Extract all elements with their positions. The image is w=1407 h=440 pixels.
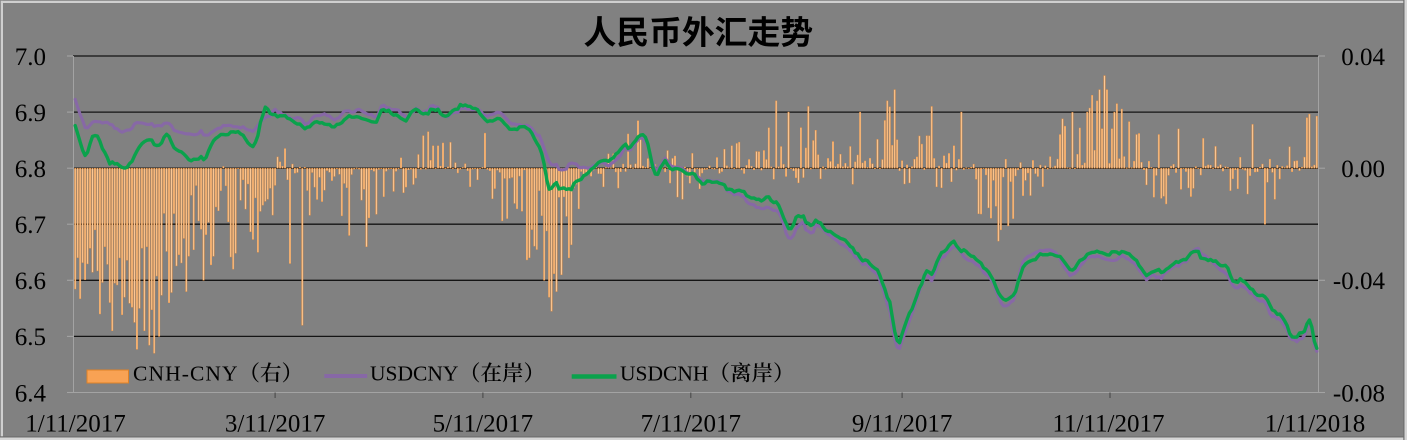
svg-text:7/11/2017: 7/11/2017 <box>641 411 741 438</box>
svg-text:6.9: 6.9 <box>15 100 46 127</box>
svg-text:9/11/2017: 9/11/2017 <box>852 411 952 438</box>
svg-text:USDCNY: USDCNY <box>370 362 458 386</box>
svg-text:6.6: 6.6 <box>15 268 46 295</box>
svg-text:0.00: 0.00 <box>1341 156 1385 183</box>
svg-text:6.5: 6.5 <box>15 324 46 351</box>
svg-text:6.8: 6.8 <box>15 156 46 183</box>
svg-text:USDCNH: USDCNH <box>620 362 708 386</box>
svg-text:0.04: 0.04 <box>1341 44 1385 71</box>
svg-text:1/11/2018: 1/11/2018 <box>1265 411 1365 438</box>
svg-text:-0.04: -0.04 <box>1333 268 1386 295</box>
svg-text:-0.08: -0.08 <box>1333 380 1385 407</box>
svg-text:1/11/2017: 1/11/2017 <box>25 411 125 438</box>
svg-text:CNH-CNY: CNH-CNY <box>133 362 239 386</box>
svg-text:6.4: 6.4 <box>15 380 47 407</box>
svg-text:7.0: 7.0 <box>15 44 46 71</box>
svg-text:6.7: 6.7 <box>15 212 46 239</box>
svg-text:3/11/2017: 3/11/2017 <box>225 411 325 438</box>
svg-text:11/11/2017: 11/11/2017 <box>1052 411 1164 438</box>
svg-text:5/11/2017: 5/11/2017 <box>433 411 533 438</box>
